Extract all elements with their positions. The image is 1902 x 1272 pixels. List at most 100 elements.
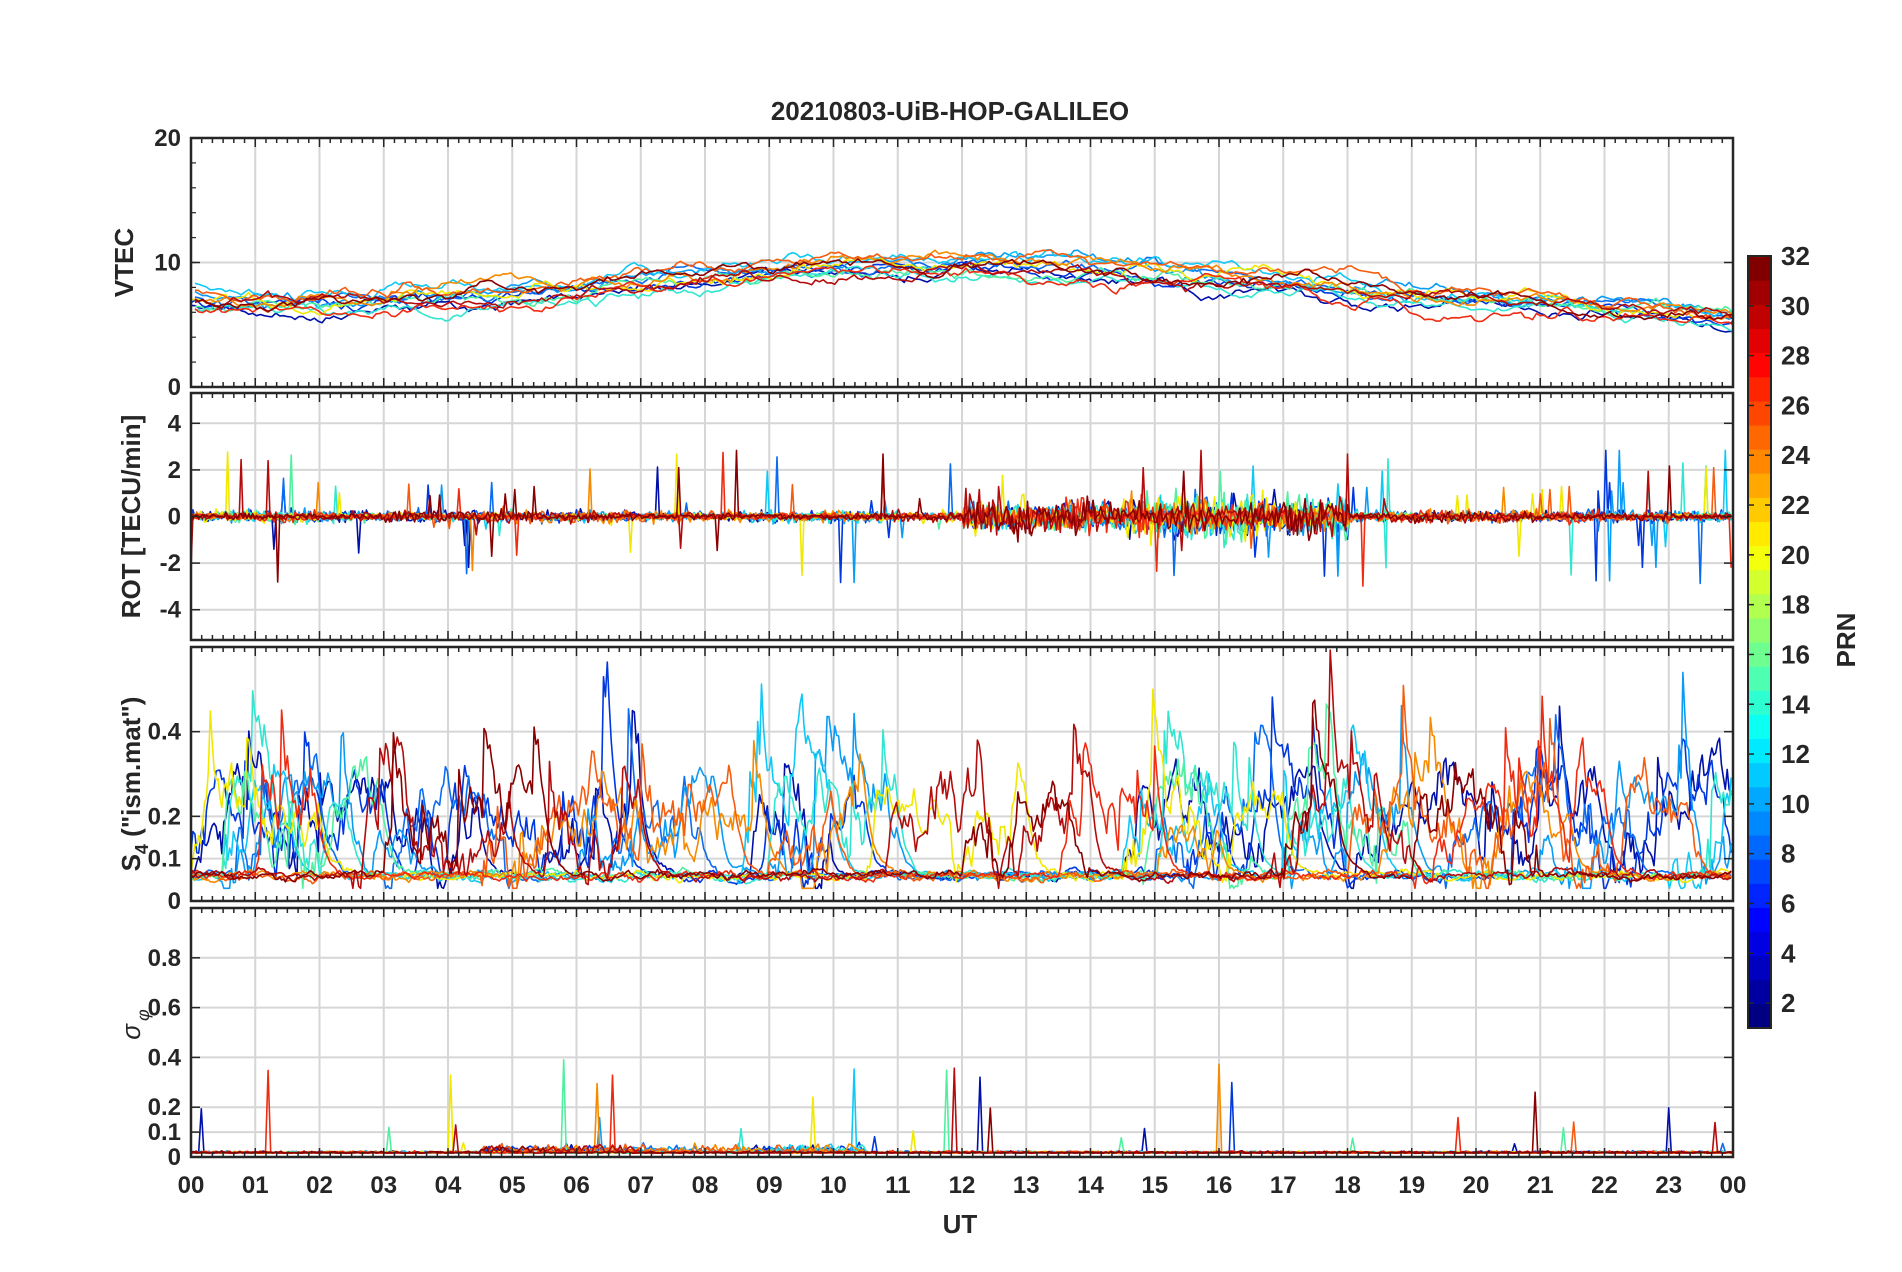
y-axis-label: ROT [TECU/min] [116, 415, 146, 619]
colorbar-segment [1748, 424, 1771, 450]
x-tick-label: 21 [1527, 1172, 1554, 1199]
y-tick-label: 10 [154, 250, 181, 277]
y-axis-label: S4 ("ism.mat") [116, 697, 152, 872]
colorbar-segment [1748, 738, 1771, 764]
x-tick-label: 12 [949, 1172, 976, 1199]
colorbar-segment [1748, 328, 1771, 354]
y-tick-label: 0.4 [148, 1044, 182, 1071]
colorbar-frame [1747, 255, 1772, 1029]
x-tick-label: 08 [692, 1172, 719, 1199]
colorbar-segment [1748, 931, 1771, 957]
series-line-prn-30 [194, 261, 1733, 320]
colorbar-segment [1748, 352, 1771, 378]
y-tick-label: -2 [160, 550, 181, 577]
colorbar-segment [1748, 545, 1771, 571]
y-tick-label: 2 [168, 457, 181, 484]
series-lines [191, 449, 1732, 587]
x-tick-label: 16 [1206, 1172, 1233, 1199]
colorbar-segment [1748, 835, 1771, 860]
colorbar-segment [1748, 593, 1771, 619]
series-line-prn-32 [191, 699, 1732, 886]
y-tick-label: 0.8 [148, 945, 181, 972]
colorbar-label: PRN [1831, 613, 1861, 668]
x-tick-label: 00 [1720, 1172, 1747, 1199]
x-tick-label: 01 [242, 1172, 269, 1199]
x-tick-label: 18 [1334, 1172, 1361, 1199]
y-tick-label: 0 [168, 374, 181, 401]
x-tick-label: 11 [885, 1172, 910, 1199]
colorbar-segment [1748, 473, 1771, 498]
panel-vtec: 0 10 20 VTEC [109, 125, 1735, 401]
colorbar-tick-label: 6 [1781, 888, 1795, 918]
colorbar-segment [1748, 376, 1771, 402]
x-tick-label: 19 [1398, 1172, 1425, 1199]
x-tick-label: 17 [1270, 1172, 1297, 1199]
colorbar-tick-label: 24 [1781, 440, 1810, 470]
colorbar-segment [1748, 256, 1771, 281]
colorbar-segment [1748, 690, 1771, 715]
x-tick-label: 23 [1655, 1172, 1682, 1199]
y-axis-label-symbol: σ [116, 1023, 146, 1040]
series-line-prn-32 [194, 258, 1733, 321]
x-tick-label: 22 [1591, 1172, 1618, 1199]
x-tick-label: 00 [178, 1172, 205, 1199]
x-tick-label: 06 [563, 1172, 590, 1199]
y-tick-label: 0 [168, 504, 181, 531]
y-tick-label: 0.2 [148, 1094, 181, 1121]
series-line-prn-13 [194, 265, 1733, 333]
y-tick-label: 4 [168, 410, 182, 437]
x-tick-label: 03 [370, 1172, 397, 1199]
colorbar-segment [1748, 666, 1771, 691]
y-tick-label: 20 [154, 125, 181, 152]
colorbar-segment [1748, 521, 1771, 547]
colorbar-segment [1748, 762, 1771, 788]
y-axis-label: VTEC [109, 228, 139, 298]
x-tick-label: 13 [1013, 1172, 1040, 1199]
colorbar-segment [1748, 569, 1771, 595]
y-tick-label: 0.4 [148, 719, 182, 746]
colorbar-segment [1748, 955, 1771, 981]
colorbar-tick-label: 10 [1781, 789, 1810, 819]
colorbar-segment [1748, 883, 1771, 908]
x-tick-label: 05 [499, 1172, 526, 1199]
series-lines [191, 249, 1733, 333]
series-line-prn-23 [194, 249, 1733, 315]
x-tick-label: 04 [435, 1172, 462, 1199]
colorbar-segment [1748, 304, 1771, 329]
series-line-prn-27 [191, 451, 1732, 587]
colorbar-segment [1748, 617, 1771, 643]
series-line-prn-32 [191, 449, 1732, 583]
figure-title: 20210803-UiB-HOP-GALILEO [771, 96, 1129, 126]
y-axis-label-sub: 4 [132, 844, 152, 854]
panel-s4: 0 0.1 0.2 0.4S4 ("ism.mat") [116, 645, 1735, 915]
series-line-prn-27 [194, 265, 1733, 326]
y-axis-label: σφ [116, 1009, 153, 1040]
y-tick-label: 0.1 [148, 846, 181, 873]
colorbar-segment [1748, 280, 1771, 305]
colorbar-segment [1748, 449, 1771, 474]
colorbar-tick-label: 18 [1781, 590, 1810, 620]
x-tick-label: 20 [1463, 1172, 1490, 1199]
y-tick-label: 0.1 [148, 1119, 181, 1146]
y-tick-label: 0.2 [148, 803, 181, 830]
x-tick-label: 02 [306, 1172, 333, 1199]
colorbar-segment [1748, 714, 1771, 740]
colorbar-tick-label: 20 [1781, 540, 1810, 570]
colorbar-tick-label: 16 [1781, 639, 1810, 669]
colorbar-tick-label: 26 [1781, 390, 1810, 420]
colorbar-tick-label: 2 [1781, 988, 1795, 1018]
colorbar-tick-label: 30 [1781, 291, 1810, 321]
colorbar-tick-label: 4 [1781, 938, 1796, 968]
colorbar-segment [1748, 810, 1771, 836]
x-tick-labels: 00 01 02 03 04 05 06 07 08 09 10 11 12 13 14 15 16 17 18 19… [178, 1172, 1747, 1199]
series-line-prn-27 [191, 695, 1732, 890]
y-tick-label: 0 [168, 888, 181, 915]
x-tick-label: 14 [1077, 1172, 1104, 1199]
y-axis-label-sub: φ [133, 1009, 153, 1021]
colorbar-tick-label: 28 [1781, 341, 1810, 371]
colorbar-segment [1748, 642, 1771, 667]
colorbar-segment [1748, 400, 1771, 426]
colorbar-segment [1748, 859, 1771, 884]
